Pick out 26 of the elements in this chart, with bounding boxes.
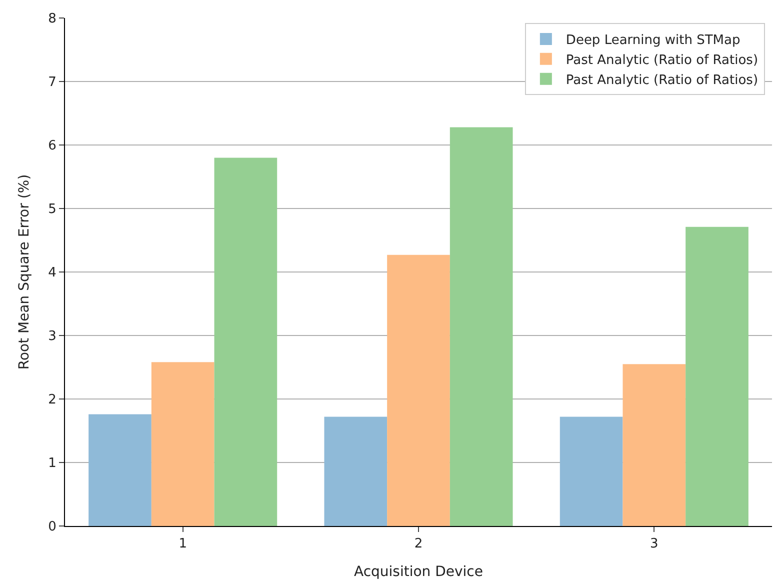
legend-label: Deep Learning with STMap xyxy=(566,33,740,48)
x-tick-label: 2 xyxy=(414,536,423,552)
bar xyxy=(450,127,513,526)
y-tick-label: 8 xyxy=(48,12,56,27)
bar xyxy=(686,226,748,526)
x-tick-label: 1 xyxy=(178,536,187,552)
y-tick-label: 4 xyxy=(48,266,56,281)
bar xyxy=(560,416,623,526)
bar xyxy=(622,364,686,526)
y-tick-label: 1 xyxy=(48,456,56,472)
x-axis-title: Acquisition Device xyxy=(354,564,484,580)
legend-label: Past Analytic (Ratio of Ratios) xyxy=(566,53,758,68)
legend-label: Past Analytic (Ratio of Ratios) xyxy=(566,72,758,88)
bar xyxy=(324,416,388,526)
y-tick-label: 3 xyxy=(48,329,56,344)
y-axis-title: Root Mean Square Error (%) xyxy=(16,174,33,370)
y-tick-label: 2 xyxy=(48,392,56,408)
y-tick-label: 5 xyxy=(48,202,56,218)
bar xyxy=(214,158,278,526)
y-tick-label: 0 xyxy=(48,520,56,535)
bar xyxy=(88,414,152,526)
y-tick-label: 7 xyxy=(48,75,56,90)
x-tick-label: 3 xyxy=(650,536,658,552)
bar xyxy=(387,254,450,526)
y-tick-label: 6 xyxy=(48,138,56,154)
bar xyxy=(151,362,214,526)
